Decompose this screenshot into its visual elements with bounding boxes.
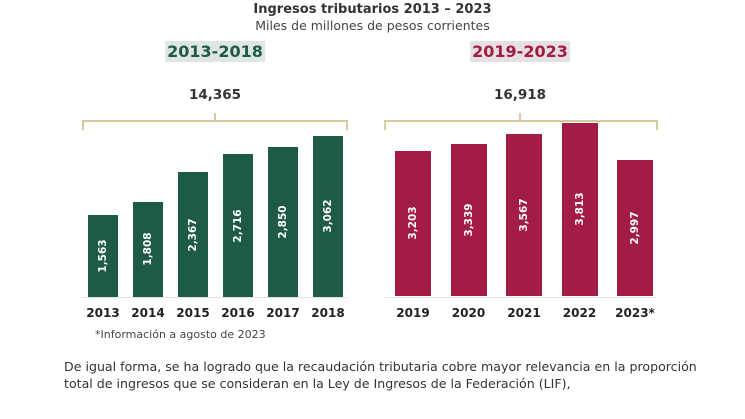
x-tick-label: 2019 bbox=[396, 306, 430, 320]
bar-value-label: 2,850 bbox=[277, 205, 289, 239]
bracket-2013-2018 bbox=[82, 120, 348, 130]
bracket-2019-2023 bbox=[384, 120, 658, 130]
x-tick-label: 2017 bbox=[266, 306, 300, 320]
footnote: *Información a agosto de 2023 bbox=[95, 328, 266, 341]
bar-2022: 3,813 bbox=[561, 122, 598, 296]
bar-2019: 3,203 bbox=[395, 150, 431, 296]
x-tick-label: 2014 bbox=[131, 306, 165, 320]
bar-2021: 3,567 bbox=[506, 134, 542, 296]
baseline-right bbox=[385, 297, 657, 298]
bar-2018: 3,062 bbox=[313, 135, 343, 297]
chart-subtitle: Miles de millones de pesos corrientes bbox=[255, 18, 490, 33]
bar-value-label: 3,203 bbox=[407, 206, 419, 240]
body-paragraph: De igual forma, se ha logrado que la rec… bbox=[64, 359, 697, 391]
x-tick-label: 2015 bbox=[176, 306, 210, 320]
bar-2013: 1,563 bbox=[88, 214, 118, 297]
bar-value-label: 2,997 bbox=[629, 211, 641, 245]
bracket-tick-2013-2018 bbox=[214, 113, 216, 120]
bar-2023: 2,997 bbox=[617, 159, 653, 296]
bar-value-label: 1,808 bbox=[142, 232, 154, 267]
period-label-2013-2018: 2013-2018 bbox=[165, 41, 265, 62]
x-tick-label: 2021 bbox=[507, 306, 541, 320]
total-2019-2023: 16,918 bbox=[493, 87, 547, 103]
bar-value-label: 3,339 bbox=[462, 203, 475, 237]
bar-value-label: 2,716 bbox=[232, 208, 244, 243]
bar-2020: 3,339 bbox=[450, 144, 487, 296]
chart-title: Ingresos tributarios 2013 – 2023 bbox=[253, 2, 492, 17]
x-tick-label: 2022 bbox=[562, 306, 597, 320]
bracket-tick-2019-2023 bbox=[519, 113, 521, 120]
bar-2017: 2,850 bbox=[268, 147, 298, 297]
bar-value-label: 3,567 bbox=[518, 198, 530, 232]
x-tick-label: 2023* bbox=[615, 306, 655, 320]
x-tick-label: 2016 bbox=[221, 306, 255, 320]
x-tick-label: 2020 bbox=[451, 306, 486, 320]
bar-value-label: 3,813 bbox=[573, 192, 586, 227]
total-2013-2018: 14,365 bbox=[188, 87, 242, 103]
x-tick-label: 2018 bbox=[311, 306, 345, 320]
bar-value-label: 3,062 bbox=[322, 199, 334, 234]
x-tick-label: 2013 bbox=[86, 306, 120, 320]
bar-2014: 1,808 bbox=[133, 201, 163, 297]
bar-value-label: 1,563 bbox=[97, 239, 109, 273]
bar-2015: 2,367 bbox=[178, 172, 208, 297]
period-label-2019-2023: 2019-2023 bbox=[470, 41, 570, 62]
bar-2016: 2,716 bbox=[223, 154, 253, 297]
bar-value-label: 2,367 bbox=[187, 218, 199, 252]
baseline-left bbox=[82, 297, 348, 298]
